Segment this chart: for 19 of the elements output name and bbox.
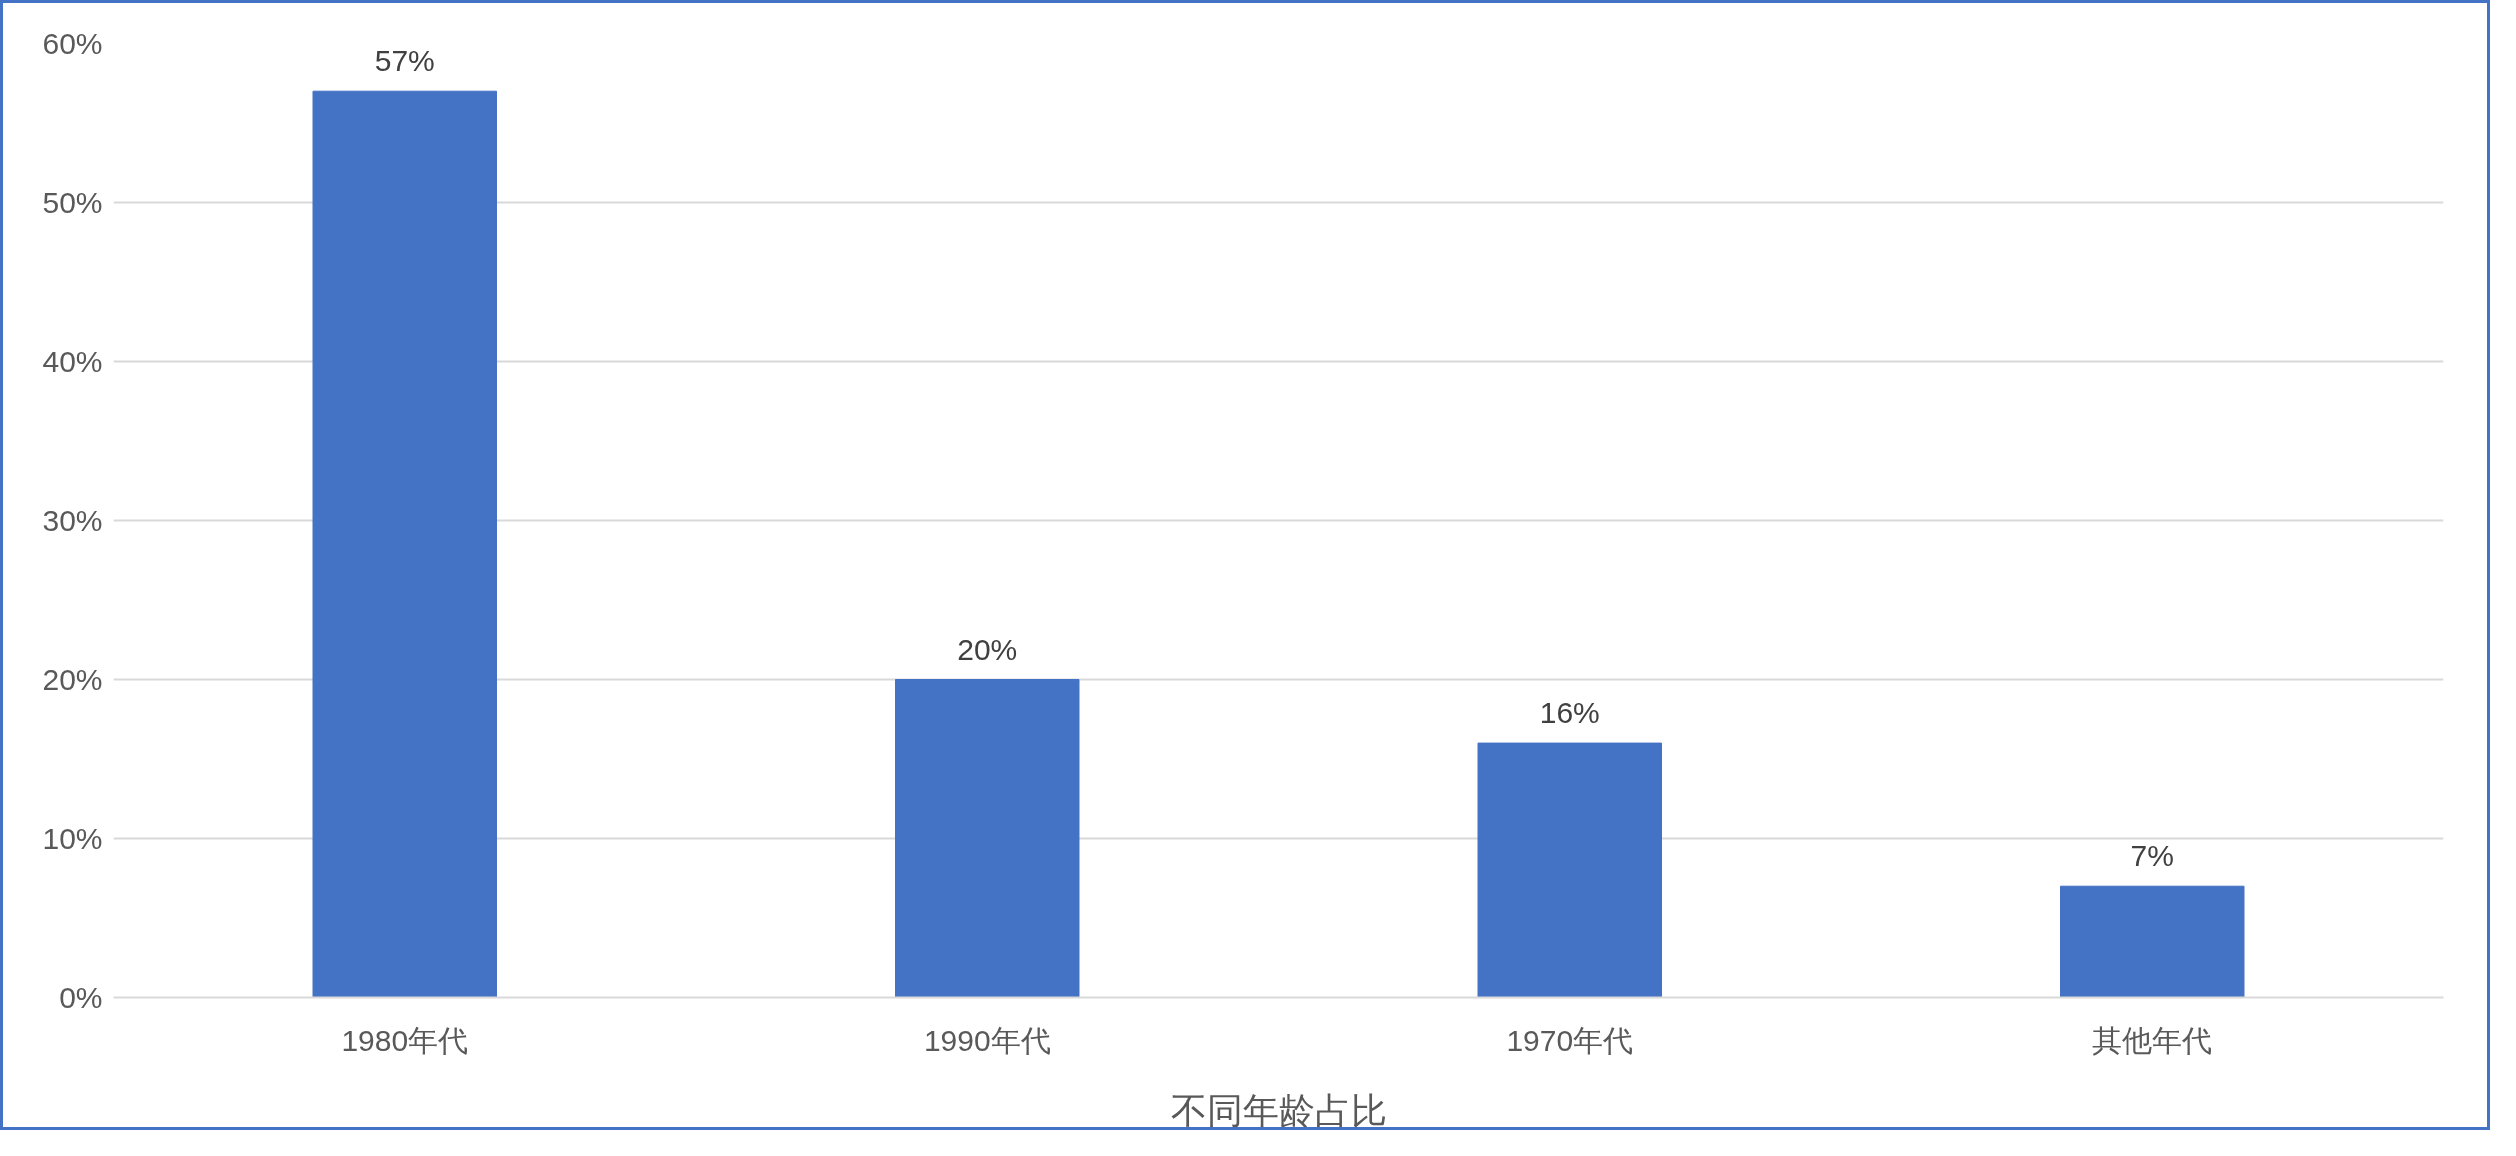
data-label: 57%	[374, 44, 435, 78]
y-tick-label: 20%	[42, 663, 103, 696]
x-tick-label: 1980年代	[341, 1023, 469, 1057]
bar	[1477, 742, 1662, 998]
y-tick-label: 40%	[42, 345, 103, 378]
bar	[2060, 885, 2245, 998]
y-tick-label: 30%	[42, 504, 103, 537]
y-tick-label: 10%	[42, 822, 103, 855]
y-tick-label: 50%	[42, 186, 103, 219]
y-tick-label: 0%	[59, 981, 103, 1014]
x-tick-label: 1970年代	[1506, 1023, 1634, 1057]
bar	[895, 679, 1080, 998]
bar	[312, 90, 497, 998]
data-label: 7%	[2130, 839, 2174, 873]
y-tick-label: 60%	[42, 27, 103, 60]
data-label: 16%	[1539, 696, 1600, 730]
x-tick-label: 1990年代	[923, 1023, 1051, 1057]
x-tick-label: 其他年代	[2092, 1023, 2213, 1057]
data-label: 20%	[957, 632, 1018, 666]
